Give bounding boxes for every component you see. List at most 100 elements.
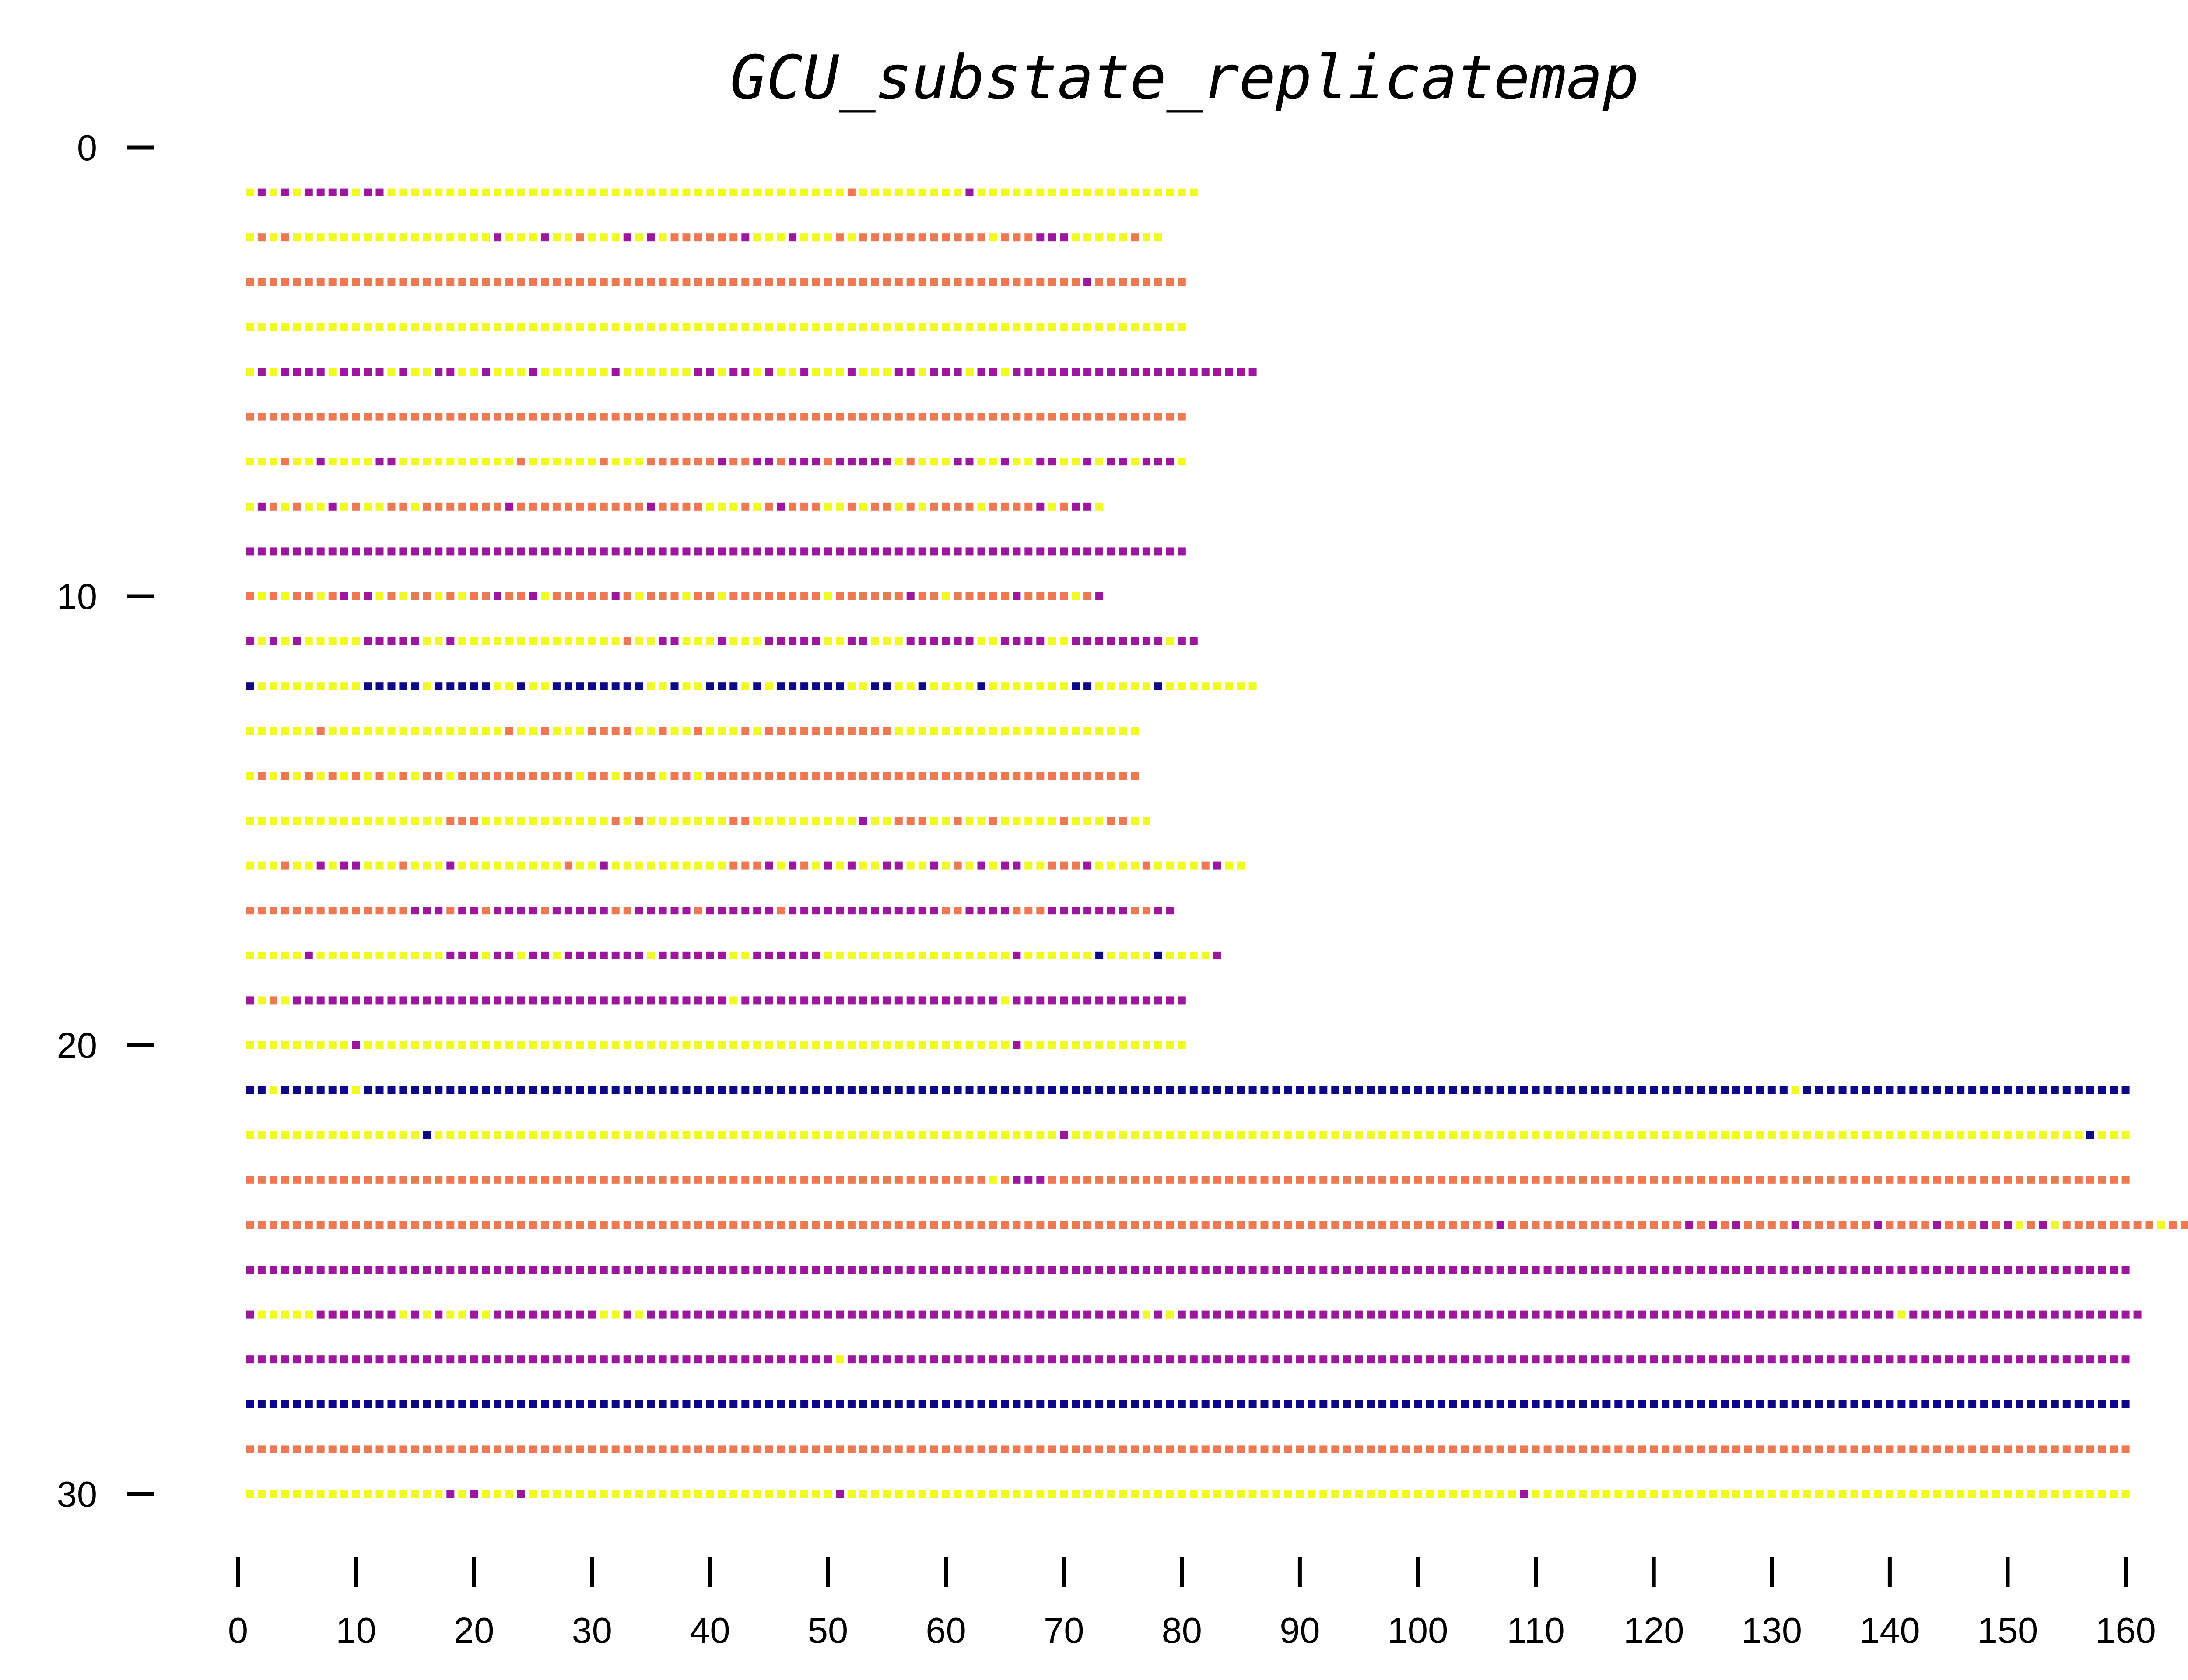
- heatmap-cell: [564, 1400, 572, 1408]
- heatmap-cell: [1095, 682, 1104, 690]
- heatmap-cell: [340, 413, 348, 421]
- heatmap-cell: [1638, 1266, 1646, 1274]
- heatmap-cell: [623, 1086, 631, 1094]
- heatmap-cell: [1024, 906, 1033, 915]
- heatmap-cell: [623, 1355, 631, 1364]
- heatmap-cell: [1154, 1176, 1162, 1184]
- heatmap-cell: [1296, 1176, 1304, 1184]
- heatmap-cell: [989, 1041, 997, 1049]
- heatmap-cell: [611, 1445, 620, 1453]
- heatmap-cell: [576, 1310, 584, 1319]
- heatmap-cell: [1083, 1400, 1092, 1408]
- heatmap-cell: [1957, 1086, 1965, 1094]
- heatmap-cell: [470, 727, 478, 735]
- heatmap-cell: [588, 547, 596, 556]
- heatmap-cell: [930, 1355, 938, 1364]
- heatmap-cell: [246, 861, 254, 870]
- heatmap-cell: [505, 592, 514, 600]
- heatmap-cell: [1638, 1490, 1646, 1498]
- heatmap-cell: [965, 592, 974, 600]
- heatmap-cell: [364, 592, 372, 600]
- heatmap-cell: [930, 323, 938, 331]
- heatmap-cell: [729, 1310, 738, 1319]
- heatmap-cell: [1095, 233, 1104, 242]
- heatmap-cell: [1013, 1445, 1021, 1453]
- heatmap-cell: [1767, 1355, 1776, 1364]
- heatmap-cell: [847, 1176, 856, 1184]
- heatmap-cell: [894, 592, 903, 600]
- heatmap-cell: [883, 682, 891, 690]
- heatmap-cell: [600, 592, 608, 600]
- heatmap-cell: [765, 682, 773, 690]
- heatmap-cell: [1237, 1131, 1245, 1139]
- heatmap-cell: [281, 502, 289, 511]
- heatmap-cell: [1072, 1266, 1080, 1274]
- heatmap-cell: [800, 1445, 809, 1453]
- heatmap-cell: [246, 458, 254, 466]
- heatmap-cell: [670, 1131, 679, 1139]
- heatmap-cell: [894, 547, 903, 556]
- heatmap-cell: [1119, 1445, 1127, 1453]
- heatmap-cell: [1496, 1131, 1504, 1139]
- heatmap-cell: [871, 547, 879, 556]
- heatmap-cell: [2016, 1310, 2023, 1319]
- heatmap-cell: [718, 368, 726, 376]
- heatmap-cell: [352, 592, 360, 600]
- heatmap-cell: [1048, 1131, 1056, 1139]
- heatmap-cell: [1744, 1086, 1752, 1094]
- heatmap-cell: [435, 1445, 443, 1453]
- heatmap-cell: [1024, 547, 1033, 556]
- heatmap-cell: [1107, 817, 1115, 825]
- heatmap-cell: [505, 1041, 514, 1049]
- heatmap-cell: [399, 996, 407, 1004]
- heatmap-cell: [906, 1400, 915, 1408]
- heatmap-cell: [435, 727, 443, 735]
- heatmap-cell: [600, 1176, 608, 1184]
- heatmap-cell: [1154, 368, 1162, 376]
- heatmap-cell: [517, 188, 525, 196]
- heatmap-cell: [517, 727, 525, 735]
- heatmap-cell: [2098, 1400, 2106, 1408]
- heatmap-cell: [411, 278, 419, 286]
- heatmap-cell: [576, 682, 584, 690]
- heatmap-cell: [1886, 1400, 1894, 1408]
- heatmap-cell: [1957, 1131, 1965, 1139]
- heatmap-cell: [328, 1041, 337, 1049]
- heatmap-cell: [435, 547, 443, 556]
- heatmap-cell: [670, 413, 679, 421]
- heatmap-cell: [375, 1131, 384, 1139]
- heatmap-cell: [529, 188, 537, 196]
- heatmap-cell: [1709, 1266, 1717, 1274]
- heatmap-cell: [1378, 1490, 1387, 1498]
- heatmap-cell: [293, 996, 301, 1004]
- heatmap-cell: [647, 861, 655, 870]
- heatmap-cell: [1343, 1131, 1351, 1139]
- heatmap-cell: [1355, 1176, 1363, 1184]
- heatmap-cell: [871, 1131, 879, 1139]
- heatmap-cell: [1473, 1176, 1481, 1184]
- heatmap-cell: [1001, 1266, 1009, 1274]
- heatmap-cell: [1602, 1310, 1611, 1319]
- heatmap-cell: [1095, 458, 1104, 466]
- heatmap-cell: [1189, 1266, 1198, 1274]
- heatmap-cell: [918, 458, 926, 466]
- heatmap-cell: [753, 547, 761, 556]
- heatmap-cell: [470, 861, 478, 870]
- heatmap-cell: [411, 502, 419, 511]
- heatmap-cell: [2039, 1266, 2047, 1274]
- heatmap-cell: [564, 233, 572, 242]
- heatmap-cell: [399, 682, 407, 690]
- heatmap-cell: [352, 861, 360, 870]
- heatmap-cell: [1284, 1086, 1292, 1094]
- heatmap-cell: [316, 1221, 325, 1229]
- heatmap-cell: [989, 637, 997, 645]
- heatmap-cell: [670, 188, 679, 196]
- heatmap-cell: [1119, 1176, 1127, 1184]
- heatmap-cell: [954, 1086, 962, 1094]
- heatmap-cell: [588, 1445, 596, 1453]
- heatmap-cell: [1166, 1445, 1174, 1453]
- heatmap-cell: [564, 1490, 572, 1498]
- heatmap-cell: [812, 458, 820, 466]
- heatmap-cell: [1260, 1400, 1269, 1408]
- heatmap-cell: [600, 278, 608, 286]
